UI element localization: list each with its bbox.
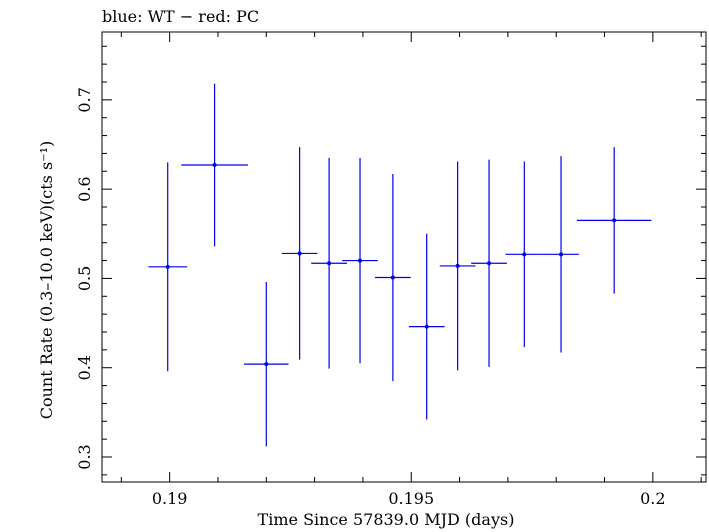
data-series-wt [148, 83, 652, 447]
data-point [543, 156, 579, 353]
y-tick-label: 0.6 [75, 176, 94, 201]
data-point [148, 162, 188, 372]
y-tick-label: 0.7 [75, 87, 94, 112]
data-point [576, 147, 652, 294]
data-marker [424, 324, 429, 329]
data-point [244, 282, 289, 447]
data-marker [358, 258, 363, 263]
y-axis-label: Count Rate (0.3–10.0 keV)(cts s⁻¹) [37, 141, 56, 420]
data-marker [487, 261, 492, 266]
data-marker [612, 218, 617, 223]
data-marker [327, 261, 332, 266]
x-tick-label: 0.195 [388, 489, 434, 508]
data-marker [522, 252, 527, 257]
x-tick-label: 0.19 [152, 489, 188, 508]
data-point [181, 83, 248, 247]
axis-ticks [102, 32, 706, 482]
data-point [281, 147, 318, 360]
data-marker [390, 275, 395, 280]
data-marker [455, 263, 460, 268]
data-point [375, 173, 411, 382]
x-axis-label: Time Since 57839.0 MJD (days) [258, 510, 515, 529]
plot-frame [101, 31, 707, 483]
data-marker [297, 251, 302, 256]
x-tick-label: 0.2 [640, 489, 665, 508]
data-marker [559, 252, 564, 257]
chart-title: blue: WT − red: PC [102, 7, 259, 26]
data-point [471, 159, 507, 367]
data-point [342, 157, 378, 364]
data-point [439, 161, 476, 371]
data-point [311, 157, 347, 369]
y-tick-label: 0.4 [75, 355, 94, 380]
data-marker [165, 264, 170, 269]
y-tick-label: 0.5 [75, 266, 94, 291]
y-tick-label: 0.3 [75, 444, 94, 469]
data-point [505, 161, 544, 348]
data-marker [212, 163, 217, 168]
data-marker [264, 362, 269, 367]
data-point [408, 233, 445, 420]
axis-tick-labels: 0.19 0.195 0.2 0.3 0.4 0.5 0.6 0.7 [75, 87, 666, 508]
